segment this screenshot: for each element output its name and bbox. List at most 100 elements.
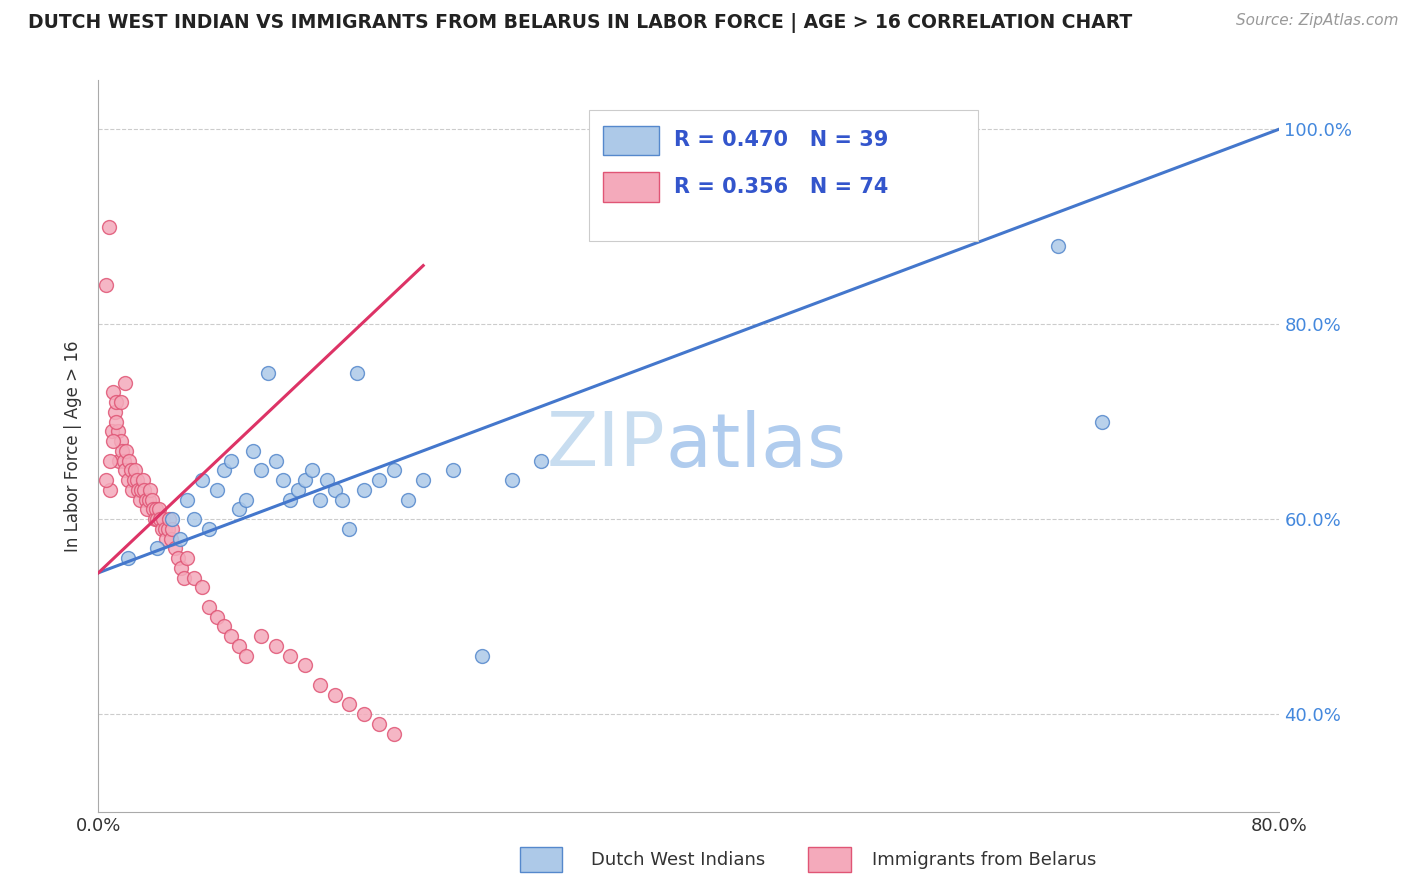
Point: [176, 492, 198, 507]
Point: [167, 551, 190, 566]
Point: [146, 512, 169, 526]
Point: [309, 492, 332, 507]
Point: [145, 502, 167, 516]
Text: DUTCH WEST INDIAN VS IMMIGRANTS FROM BELARUS IN LABOR FORCE | AGE > 16 CORRELATI: DUTCH WEST INDIAN VS IMMIGRANTS FROM BEL…: [28, 13, 1132, 33]
Point: [114, 376, 136, 390]
Point: [242, 443, 264, 458]
Point: [353, 483, 375, 497]
Point: [136, 502, 159, 516]
Point: [191, 473, 214, 487]
Point: [94, 278, 117, 293]
Point: [396, 492, 419, 507]
Point: [301, 463, 323, 477]
Point: [173, 571, 195, 585]
Point: [138, 492, 160, 507]
Text: Dutch West Indians: Dutch West Indians: [591, 851, 765, 869]
Point: [183, 571, 205, 585]
Point: [94, 473, 117, 487]
Point: [103, 385, 125, 400]
Point: [110, 395, 132, 409]
Point: [368, 717, 391, 731]
Text: R = 0.470   N = 39: R = 0.470 N = 39: [673, 130, 889, 150]
Point: [441, 463, 464, 477]
Point: [129, 483, 152, 497]
Point: [212, 619, 235, 633]
Text: Source: ZipAtlas.com: Source: ZipAtlas.com: [1236, 13, 1399, 29]
FancyBboxPatch shape: [603, 172, 659, 202]
Point: [146, 541, 169, 556]
Point: [530, 453, 553, 467]
Point: [107, 425, 129, 439]
Point: [139, 483, 162, 497]
Point: [135, 492, 157, 507]
Point: [1046, 239, 1069, 253]
Point: [108, 453, 131, 467]
Point: [169, 532, 191, 546]
Point: [134, 483, 156, 497]
Point: [142, 502, 165, 516]
Point: [162, 522, 183, 536]
Point: [100, 425, 122, 439]
Point: [278, 648, 302, 663]
Point: [250, 463, 273, 477]
Point: [412, 473, 434, 487]
Point: [98, 483, 121, 497]
FancyBboxPatch shape: [603, 126, 659, 155]
Point: [143, 512, 166, 526]
Point: [162, 512, 183, 526]
Point: [264, 453, 287, 467]
Point: [176, 551, 198, 566]
Point: [205, 483, 228, 497]
Point: [257, 366, 280, 380]
Text: atlas: atlas: [665, 409, 846, 483]
Point: [127, 483, 149, 497]
Point: [122, 473, 145, 487]
Point: [117, 473, 139, 487]
Point: [316, 473, 339, 487]
Point: [368, 473, 391, 487]
Point: [128, 492, 150, 507]
Text: R = 0.356   N = 74: R = 0.356 N = 74: [673, 178, 889, 197]
Point: [152, 512, 174, 526]
Point: [120, 463, 142, 477]
Point: [501, 473, 523, 487]
Point: [382, 463, 405, 477]
Point: [105, 395, 128, 409]
Point: [141, 492, 163, 507]
Point: [235, 492, 257, 507]
Text: Immigrants from Belarus: Immigrants from Belarus: [872, 851, 1097, 869]
Point: [339, 522, 360, 536]
Point: [103, 434, 125, 449]
Point: [157, 512, 180, 526]
Point: [219, 629, 242, 643]
Point: [97, 219, 120, 234]
Point: [287, 483, 309, 497]
Point: [294, 473, 316, 487]
Point: [121, 483, 143, 497]
Point: [114, 463, 136, 477]
Point: [294, 658, 316, 673]
Point: [271, 473, 294, 487]
Point: [212, 463, 235, 477]
Point: [124, 463, 146, 477]
Point: [339, 698, 360, 712]
Point: [471, 648, 494, 663]
Point: [219, 453, 242, 467]
Text: ZIP: ZIP: [547, 409, 665, 483]
Point: [115, 443, 138, 458]
Point: [118, 453, 141, 467]
Point: [117, 551, 139, 566]
Point: [309, 678, 332, 692]
Point: [148, 502, 170, 516]
Point: [111, 443, 134, 458]
Point: [1091, 415, 1114, 429]
Point: [104, 405, 127, 419]
Point: [198, 522, 221, 536]
Point: [205, 609, 228, 624]
Point: [170, 561, 193, 575]
Point: [132, 473, 155, 487]
Point: [112, 453, 135, 467]
Point: [125, 473, 148, 487]
Point: [191, 581, 214, 595]
Point: [228, 639, 250, 653]
